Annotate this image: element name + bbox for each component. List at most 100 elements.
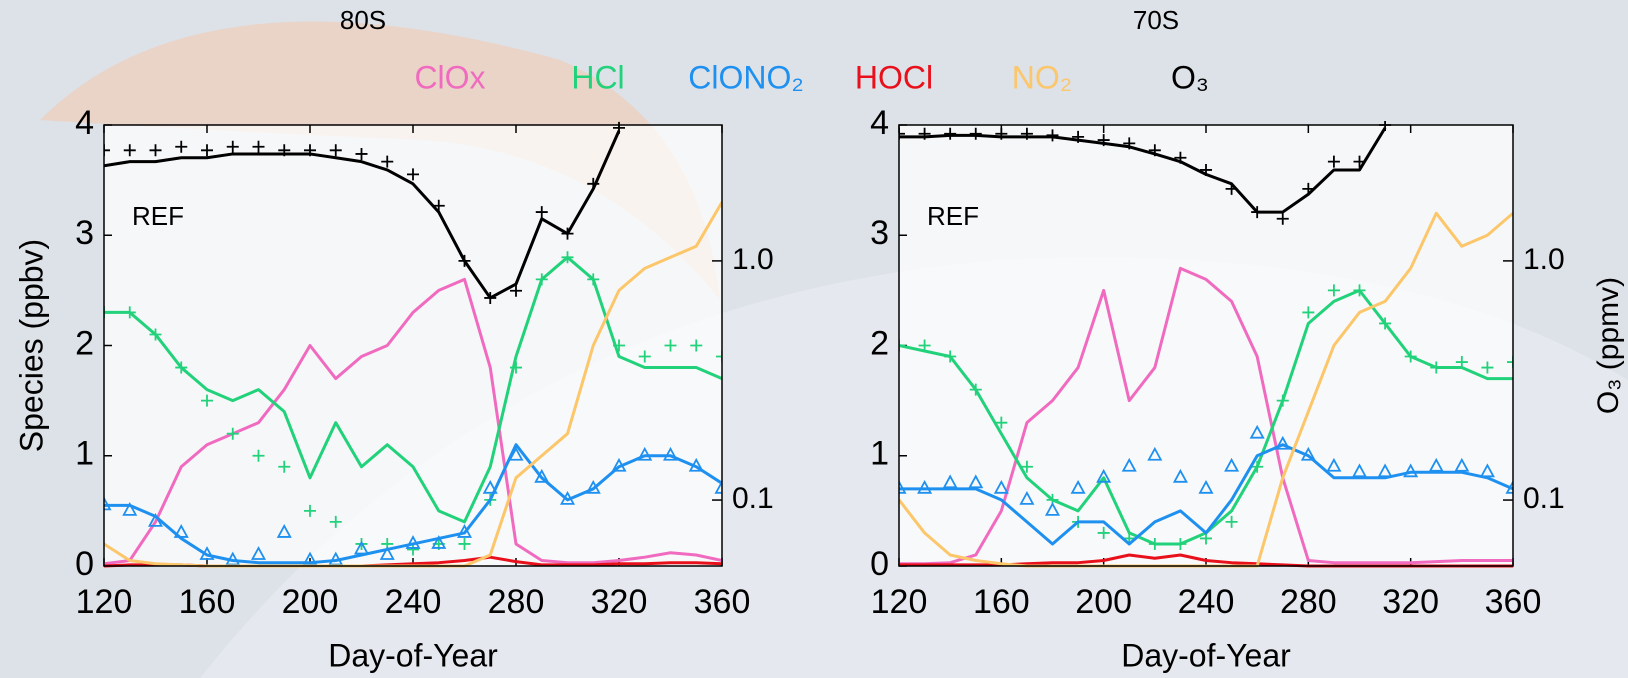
plus-marker — [944, 127, 957, 140]
plus-marker — [304, 144, 316, 157]
plus-marker — [1225, 182, 1238, 195]
plus-marker — [587, 177, 600, 190]
plus-marker — [104, 306, 110, 319]
x-tick-label: 240 — [385, 583, 442, 621]
triangle-marker — [1403, 463, 1419, 478]
plus-marker — [1353, 155, 1366, 168]
triangle-marker — [456, 524, 473, 538]
triangle-marker — [1479, 463, 1495, 478]
triangle-marker — [1249, 424, 1265, 439]
triangle-marker — [1172, 468, 1188, 483]
x-tick-label: 240 — [1178, 583, 1235, 621]
plus-marker — [1020, 127, 1033, 140]
y2-tick-label: 1.0 — [1523, 243, 1565, 276]
plot-area — [104, 125, 722, 566]
x-tick-label: 320 — [1382, 583, 1439, 621]
triangle-marker — [353, 540, 370, 555]
triangle-marker — [250, 546, 267, 560]
plus-marker — [104, 144, 110, 157]
plus-marker — [1455, 356, 1468, 369]
plus-marker — [944, 350, 957, 363]
triangle-marker — [534, 468, 550, 483]
legend-entry: HOCl — [855, 59, 933, 95]
plus-marker — [1379, 317, 1392, 330]
x-axis-label: Day-of-Year — [1121, 637, 1291, 673]
x-tick-label: 200 — [282, 583, 339, 621]
triangle-marker — [1326, 457, 1342, 472]
y-tick-label: 3 — [870, 214, 889, 252]
series-line — [899, 127, 1387, 214]
plus-marker — [1046, 129, 1059, 142]
plus-marker — [1200, 532, 1212, 545]
x-tick-label: 120 — [871, 583, 928, 621]
y2-tick-label: 1.0 — [732, 243, 774, 276]
plus-marker — [1302, 182, 1315, 195]
triangle-marker — [147, 513, 164, 527]
plus-marker — [1020, 460, 1033, 473]
triangle-marker — [942, 474, 958, 489]
x-tick-label: 360 — [694, 583, 751, 621]
series-line — [104, 277, 722, 566]
plus-marker — [149, 144, 162, 157]
plus-marker — [969, 127, 982, 140]
y-tick-label: 0 — [75, 545, 94, 583]
plus-marker — [1123, 137, 1136, 150]
plus-marker — [123, 144, 136, 157]
y-tick-label: 0 — [870, 545, 889, 583]
y-tick-label: 1 — [870, 435, 889, 473]
plus-marker — [1327, 284, 1340, 297]
plus-marker — [201, 394, 213, 407]
triangle-marker — [1070, 479, 1086, 494]
plus-marker — [1097, 526, 1110, 539]
annotation: REF — [927, 201, 979, 231]
plus-marker — [175, 361, 188, 374]
triangle-marker — [611, 457, 627, 472]
plus-marker — [1276, 212, 1289, 225]
plus-marker — [899, 339, 905, 352]
series-line — [104, 130, 621, 300]
series-line — [104, 255, 722, 524]
triangle-marker — [328, 551, 344, 566]
plus-marker — [664, 339, 677, 352]
x-tick-label: 200 — [1075, 583, 1132, 621]
plus-marker — [226, 140, 239, 153]
plus-marker — [278, 144, 291, 157]
plus-marker — [175, 140, 188, 153]
triangle-marker — [1044, 501, 1061, 516]
chart-title: 80S — [340, 5, 386, 35]
x-tick-label: 160 — [973, 583, 1030, 621]
plus-marker — [149, 328, 162, 341]
plus-marker — [1225, 515, 1238, 528]
triangle-marker — [1428, 457, 1444, 472]
triangle-marker — [1275, 435, 1291, 450]
triangle-marker — [1198, 479, 1214, 494]
plus-marker — [123, 306, 136, 319]
triangle-marker — [585, 479, 601, 494]
series-line — [899, 266, 1513, 566]
triangle-marker — [173, 524, 189, 538]
plus-marker — [278, 460, 291, 473]
x-axis-label: Day-of-Year — [328, 637, 498, 673]
y2-axis-label: O₃ (ppmv) — [1592, 277, 1625, 414]
triangle-marker — [276, 524, 292, 538]
triangle-marker — [199, 546, 215, 560]
legend-entry: ClOx — [414, 59, 485, 95]
plus-marker — [1276, 394, 1289, 407]
plus-marker — [1404, 350, 1417, 363]
y-axis-label: Species (ppbv) — [13, 239, 49, 452]
triangle-marker — [559, 490, 576, 505]
triangle-marker — [1377, 463, 1393, 478]
triangle-marker — [1121, 457, 1137, 472]
legend-entry: O₃ — [1171, 59, 1209, 95]
plot-frame — [898, 124, 1514, 567]
triangle-marker — [917, 479, 933, 494]
plus-marker — [587, 273, 600, 286]
x-tick-label: 360 — [1485, 583, 1542, 621]
triangle-marker — [1096, 468, 1112, 483]
plus-marker — [510, 361, 522, 374]
plus-marker — [995, 127, 1008, 140]
triangle-marker — [993, 479, 1009, 494]
